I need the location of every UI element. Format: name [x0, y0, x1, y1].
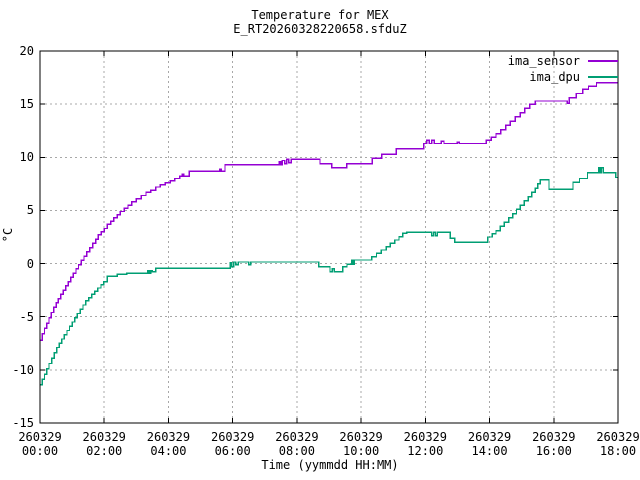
x-tick-label: 260329 18:00	[596, 430, 640, 458]
series-line-ima_dpu	[40, 167, 618, 386]
x-tick-label: 260329 12:00	[403, 430, 448, 458]
chart-subtitle: E_RT20260328220658.sfduZ	[233, 22, 407, 36]
legend-label-ima-sensor: ima_sensor	[507, 54, 580, 68]
y-tick-label: 5	[26, 203, 34, 218]
x-tick-label: 260329 06:00	[210, 430, 255, 458]
gridlines	[40, 51, 618, 423]
y-tick-label: 20	[19, 44, 34, 58]
plot-frame	[39, 50, 619, 424]
legend-line-sample-ima-dpu	[588, 76, 618, 78]
y-tick-label: -5	[19, 309, 34, 324]
legend-label-ima-dpu: ima_dpu	[529, 70, 580, 84]
x-tick-label: 260329 00:00	[18, 430, 62, 458]
x-tick-label: 260329 16:00	[532, 430, 576, 458]
y-tick-label: 0	[26, 256, 34, 271]
y-tick-label: 15	[19, 97, 34, 112]
x-tick-label: 260329 02:00	[82, 430, 126, 458]
x-tick-label: 260329 04:00	[146, 430, 191, 458]
x-tick-label: 260329 10:00	[339, 430, 383, 458]
data-series	[40, 82, 618, 386]
series-line-ima_sensor	[40, 82, 618, 341]
legend-line-sample-ima-sensor	[588, 60, 618, 62]
legend: ima_sensor ima_dpu	[508, 53, 618, 85]
y-tick-label: -15	[12, 416, 34, 430]
legend-entry-ima-sensor: ima_sensor	[508, 53, 618, 69]
legend-entry-ima-dpu: ima_dpu	[508, 69, 618, 85]
y-tick-label: 10	[19, 150, 34, 165]
chart-title: Temperature for MEX	[251, 8, 389, 22]
x-axis-title: Time (yymmdd HH:MM)	[261, 458, 399, 472]
y-axis-title: °C	[1, 227, 15, 243]
x-tick-label: 260329 14:00	[467, 430, 512, 458]
x-tick-label: 260329 08:00	[275, 430, 319, 458]
y-tick-label: -10	[12, 362, 34, 377]
